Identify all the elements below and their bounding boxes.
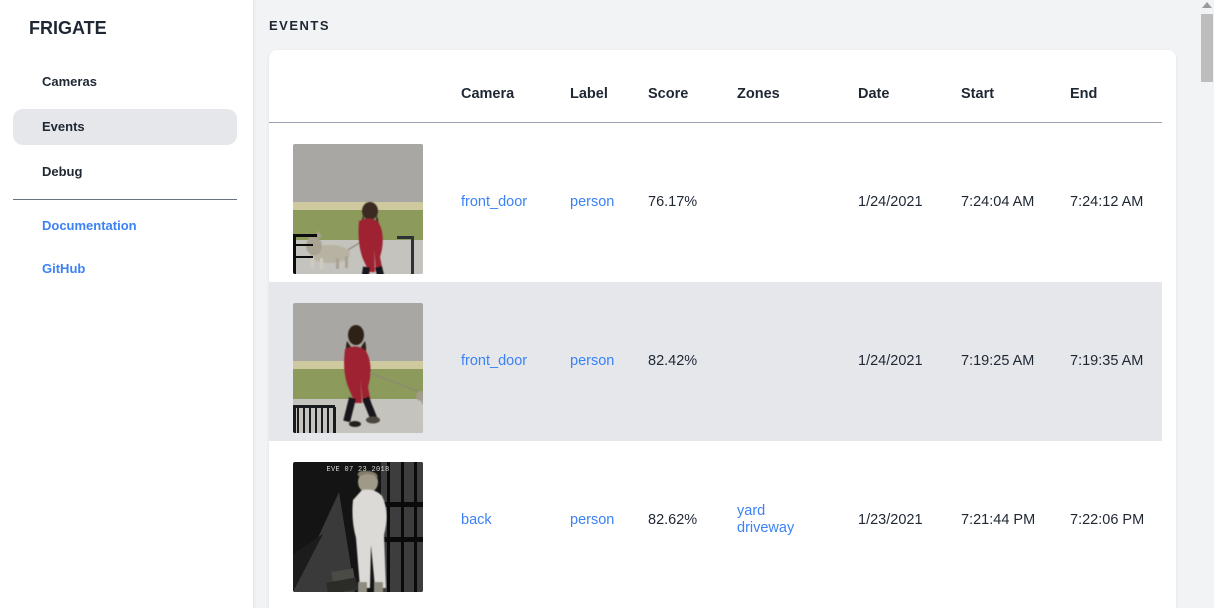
svg-text:EVE 07 23 2018: EVE 07 23 2018 [326,466,389,474]
